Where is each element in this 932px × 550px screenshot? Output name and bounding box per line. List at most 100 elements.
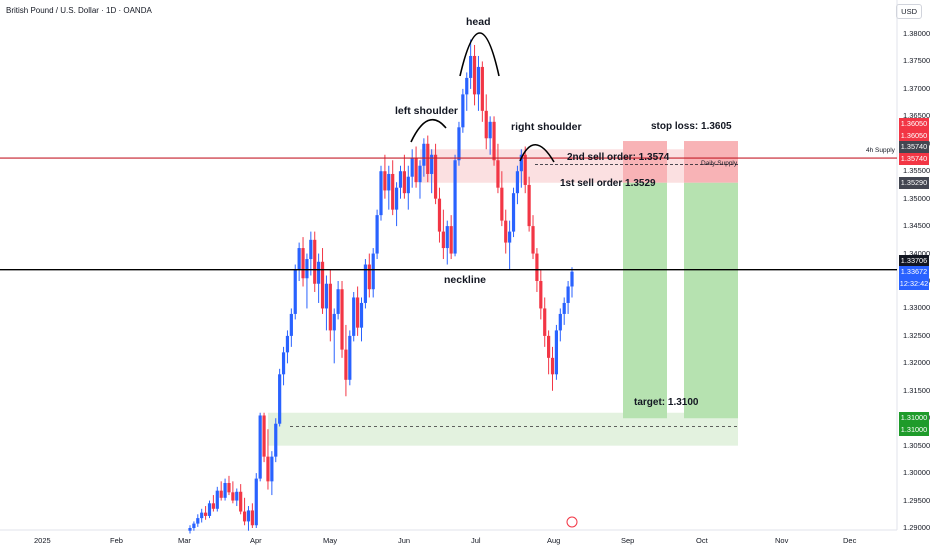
candle-body — [379, 171, 383, 216]
price-tag: 1.31000 — [899, 412, 929, 424]
candle-body — [215, 490, 219, 509]
candle-body — [543, 308, 547, 336]
price-tick-label: 1.37500 — [903, 56, 931, 66]
candle-body — [231, 492, 235, 501]
sell-box-1 — [623, 141, 667, 183]
profit-box-2 — [684, 182, 738, 419]
candle-body — [340, 289, 344, 350]
price-tick-label: 1.32500 — [903, 330, 931, 340]
candle-body — [523, 154, 527, 185]
currency-label[interactable]: USD — [896, 4, 922, 19]
candle-body — [266, 456, 270, 482]
candle-body — [519, 154, 523, 172]
candle-body — [457, 127, 461, 161]
candle-body — [200, 512, 204, 519]
price-tick-label: 1.33000 — [903, 303, 931, 313]
price-tag: 1.36050 — [899, 118, 929, 130]
candle-body — [511, 193, 516, 232]
candle-body — [375, 215, 379, 254]
candle-body — [223, 482, 227, 498]
candle-body — [391, 173, 395, 210]
candle-body — [242, 511, 247, 522]
candle-body — [484, 110, 488, 139]
price-tag: 1.33672 — [899, 266, 929, 278]
candle-body — [328, 283, 332, 331]
candle-body — [309, 239, 313, 260]
candle-body — [281, 352, 286, 375]
price-tick-label: 1.34500 — [903, 221, 931, 231]
candle-body — [492, 121, 496, 161]
candle-body — [258, 415, 262, 479]
candle-body — [426, 143, 430, 174]
candle-body — [313, 239, 317, 284]
time-tick-label: Jun — [398, 536, 411, 545]
candle-body — [363, 264, 368, 303]
annotation-neckline: neckline — [444, 274, 487, 286]
candle-body — [211, 503, 215, 509]
candle-body — [469, 55, 473, 78]
event-icon — [566, 516, 578, 528]
price-tag: 1.31000 — [899, 424, 929, 436]
time-tick-label: Apr — [250, 536, 262, 545]
price-tick-label: 1.31500 — [903, 385, 931, 395]
price-tag: 1.35290 — [899, 177, 929, 189]
candle-body — [317, 261, 321, 284]
time-tick-label: Mar — [178, 536, 191, 545]
label-daily-supply: Daily Supply — [701, 160, 738, 167]
annotation-right-shoulder: right shoulder — [511, 121, 582, 133]
time-tick-label: Aug — [547, 536, 561, 545]
left-shoulder-arc — [410, 118, 447, 143]
candle-body — [418, 165, 422, 183]
annotation-head: head — [466, 16, 491, 28]
price-tick-label: 1.35500 — [903, 166, 931, 176]
candle-body — [465, 77, 469, 95]
candle-body — [188, 528, 192, 531]
profit-box-1 — [623, 182, 667, 419]
candle-body — [356, 297, 360, 328]
candle-body — [422, 143, 426, 166]
candle-body — [554, 330, 559, 375]
candle-body — [449, 226, 453, 254]
candle-body — [476, 66, 481, 95]
candle-body — [398, 171, 403, 188]
price-tag: 12:32:42 — [899, 278, 929, 290]
price-tick-label: 1.36500 — [903, 111, 931, 121]
price-tick-label: 1.32000 — [903, 358, 931, 368]
price-tick-label: 1.35000 — [903, 193, 931, 203]
price-tag: 1.36050 — [899, 130, 929, 142]
candle-body — [535, 253, 539, 281]
candle-body — [352, 297, 356, 336]
price-tag: 1.35740 — [899, 141, 929, 153]
candle-body — [414, 157, 418, 183]
candle-body — [203, 512, 208, 516]
candle-body — [246, 510, 251, 522]
candle-body — [235, 491, 239, 501]
candle-body — [480, 66, 484, 111]
annotation-second-sell: 2nd sell order: 1.3574 — [567, 152, 670, 163]
label-4h-supply: 4h Supply — [866, 147, 895, 154]
time-tick-label: 2025 — [34, 536, 51, 545]
candle-body — [305, 259, 309, 279]
candle-body — [496, 160, 500, 188]
candle-body — [324, 283, 329, 309]
candle-body — [192, 523, 196, 528]
price-tick-label: 1.38000 — [903, 29, 931, 38]
time-tick-label: Feb — [110, 536, 123, 545]
candle-body — [461, 94, 465, 128]
candle-body — [196, 518, 200, 524]
symbol-title: British Pound / U.S. Dollar · 1D · OANDA — [6, 6, 152, 15]
candle-body — [550, 357, 555, 375]
price-tick-label: 1.34000 — [903, 248, 931, 258]
price-tick-label: 1.37000 — [903, 83, 931, 93]
price-tick-label: 1.30000 — [903, 468, 931, 478]
candle-body — [297, 248, 301, 271]
candle-body — [433, 154, 438, 199]
candle-body — [570, 271, 574, 287]
right-shoulder-arc — [519, 143, 555, 163]
time-tick-label: Sep — [621, 536, 635, 545]
annotation-first-sell: 1st sell order 1.3529 — [560, 178, 656, 189]
price-tick-label: 1.30500 — [903, 440, 931, 450]
candle-body — [394, 187, 399, 210]
